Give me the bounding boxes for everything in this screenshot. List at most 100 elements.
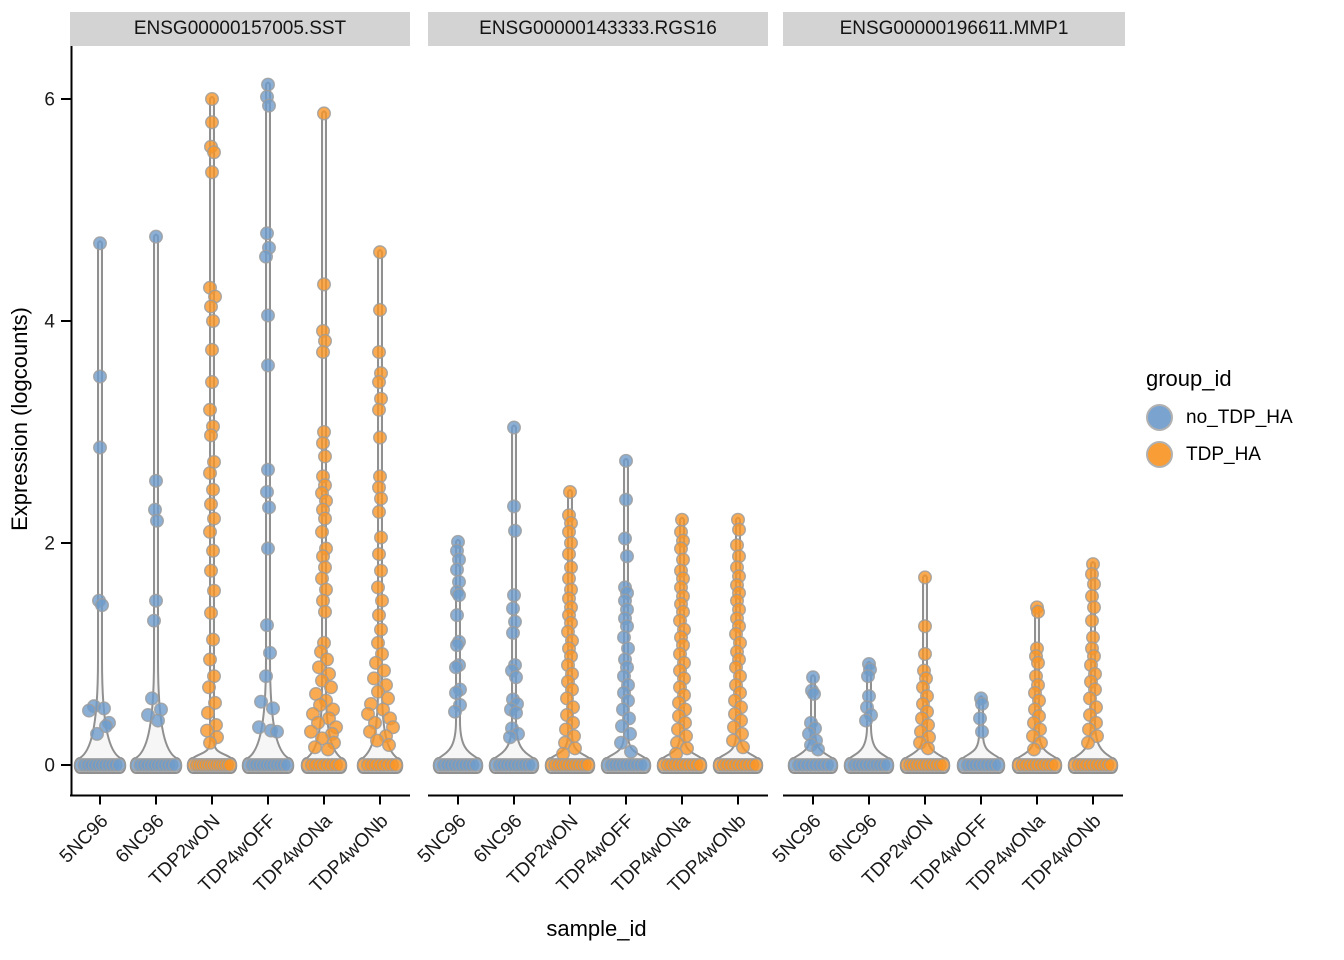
data-point xyxy=(371,684,386,699)
data-point xyxy=(377,663,392,678)
data-point-zero xyxy=(1047,758,1062,773)
violin xyxy=(241,81,295,774)
data-point xyxy=(614,735,629,750)
data-point xyxy=(96,701,111,716)
data-point xyxy=(312,660,327,675)
data-point xyxy=(94,598,109,613)
data-point-zero xyxy=(693,758,708,773)
data-point xyxy=(148,473,163,488)
data-point-zero xyxy=(637,758,652,773)
data-point-zero xyxy=(222,758,237,773)
data-point xyxy=(318,604,333,619)
data-point-zero xyxy=(749,758,764,773)
y-tick-label: 2 xyxy=(44,534,55,555)
data-point xyxy=(260,226,275,241)
data-point xyxy=(371,580,386,595)
data-point xyxy=(251,720,266,735)
data-point xyxy=(261,308,276,323)
data-point xyxy=(261,462,276,477)
data-point-zero xyxy=(824,758,839,773)
facet-strip-rgs16: ENSG00000143333.RGS16 xyxy=(428,12,768,46)
data-point xyxy=(317,277,332,292)
data-point xyxy=(562,547,577,562)
data-point xyxy=(449,660,464,675)
data-point-zero xyxy=(469,758,484,773)
data-point xyxy=(372,345,387,360)
data-point xyxy=(259,669,274,684)
data-point xyxy=(205,632,220,647)
data-point xyxy=(150,713,165,728)
data-point xyxy=(203,428,218,443)
data-point xyxy=(859,713,874,728)
data-point xyxy=(261,541,276,556)
data-point xyxy=(374,622,389,637)
data-point xyxy=(317,106,332,121)
x-tick-label: 6NC96 xyxy=(825,811,882,868)
data-point-zero xyxy=(936,758,951,773)
data-point xyxy=(321,742,336,757)
data-point xyxy=(620,549,635,564)
data-point xyxy=(372,547,387,562)
data-point xyxy=(206,583,221,598)
data-point xyxy=(507,420,522,435)
data-point xyxy=(202,735,217,750)
x-tick-label: 5NC96 xyxy=(414,811,471,868)
data-point-zero xyxy=(1103,758,1118,773)
y-tick-label: 4 xyxy=(44,312,55,333)
data-point xyxy=(253,694,268,709)
data-point xyxy=(736,740,751,755)
data-point xyxy=(450,638,465,653)
x-tick-label: 5NC96 xyxy=(769,811,826,868)
data-point xyxy=(1084,613,1099,628)
data-point xyxy=(261,358,276,373)
data-point xyxy=(568,741,583,756)
data-point xyxy=(975,696,990,711)
data-point xyxy=(206,511,221,526)
data-point xyxy=(1030,655,1045,670)
data-point xyxy=(1080,735,1095,750)
data-point xyxy=(370,733,385,748)
data-point xyxy=(207,695,222,710)
data-point xyxy=(201,680,216,695)
data-point xyxy=(619,492,634,507)
data-point-zero xyxy=(111,758,126,773)
data-point xyxy=(202,402,217,417)
data-point xyxy=(372,402,387,417)
data-point xyxy=(921,741,936,756)
y-tick-label: 6 xyxy=(44,90,55,111)
data-point xyxy=(619,453,634,468)
data-point xyxy=(92,236,107,251)
data-point xyxy=(563,484,578,499)
data-point xyxy=(507,499,522,514)
data-point xyxy=(1026,742,1041,757)
data-point xyxy=(204,91,219,106)
data-point xyxy=(373,245,388,260)
data-point xyxy=(203,563,218,578)
data-point xyxy=(452,588,467,603)
data-point-zero xyxy=(167,758,182,773)
data-point xyxy=(973,711,988,726)
data-point xyxy=(506,601,521,616)
data-point xyxy=(202,524,217,539)
data-point xyxy=(624,744,639,759)
data-point xyxy=(205,314,220,329)
data-point xyxy=(260,618,275,633)
data-point xyxy=(373,430,388,445)
data-point xyxy=(448,704,463,719)
legend-title: group_id xyxy=(1146,366,1232,391)
data-point-zero xyxy=(525,758,540,773)
legend: group_id no_TDP_HA TDP_HA xyxy=(1146,366,1293,478)
data-point xyxy=(918,570,933,585)
data-point xyxy=(918,647,933,662)
data-point xyxy=(205,543,220,558)
data-point xyxy=(374,563,389,578)
data-point xyxy=(623,726,638,741)
x-tick-label: 5NC96 xyxy=(56,811,113,868)
data-point xyxy=(260,484,275,499)
data-point-zero xyxy=(280,758,295,773)
data-point xyxy=(680,741,695,756)
data-point xyxy=(92,440,107,455)
data-point xyxy=(316,345,331,360)
data-point xyxy=(918,619,933,634)
